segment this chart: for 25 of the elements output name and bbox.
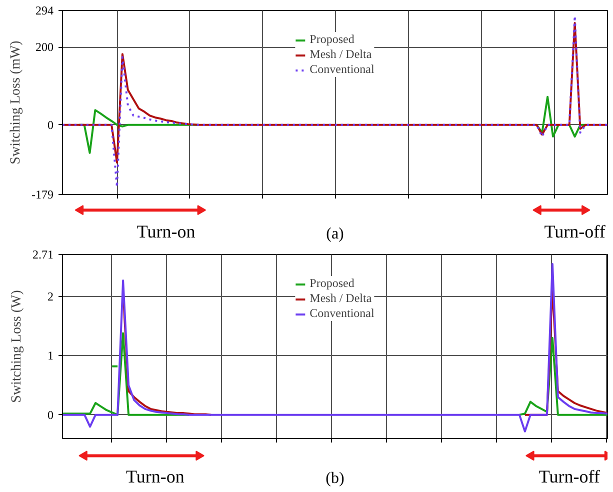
y-tick-label: 1 bbox=[48, 348, 54, 363]
legend-label: Mesh / Delta bbox=[310, 47, 372, 62]
text: Turn-off bbox=[544, 222, 606, 242]
text: (a) bbox=[326, 226, 344, 243]
line-series bbox=[62, 14, 608, 188]
y-tick-label: -179 bbox=[32, 188, 54, 202]
y-axis-title: Switching Loss (mW) bbox=[8, 40, 24, 164]
y-axis-title: Switching Loss (W) bbox=[10, 290, 24, 403]
y-tick-label: 0 bbox=[48, 408, 54, 422]
text: Turn-on bbox=[136, 222, 196, 242]
legend-label: Mesh / Delta bbox=[310, 291, 372, 306]
y-tick-label: 2.71 bbox=[32, 248, 54, 262]
legend-label: Conventional bbox=[310, 62, 374, 77]
legend-label: Proposed bbox=[310, 32, 354, 47]
line-series bbox=[62, 262, 608, 432]
y-tick-label: 0 bbox=[48, 118, 54, 132]
line-series bbox=[62, 22, 608, 164]
text: Turn-on bbox=[126, 466, 184, 486]
text: Turn-off bbox=[538, 466, 600, 486]
legend-label: Conventional bbox=[310, 306, 374, 321]
text: (b) bbox=[326, 470, 344, 488]
y-tick-label: 294 bbox=[36, 4, 54, 18]
legend-label: Proposed bbox=[310, 276, 354, 291]
y-tick-label: 2 bbox=[48, 290, 54, 304]
y-tick-label: 200 bbox=[36, 40, 54, 54]
